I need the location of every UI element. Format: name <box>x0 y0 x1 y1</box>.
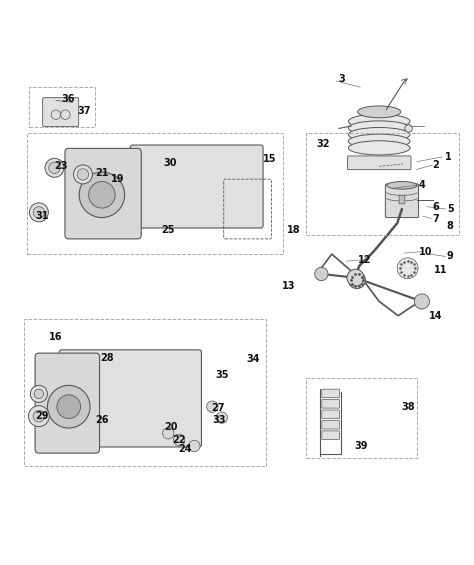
FancyBboxPatch shape <box>65 149 141 239</box>
Text: 22: 22 <box>173 436 186 445</box>
Circle shape <box>79 172 125 218</box>
Circle shape <box>33 410 45 422</box>
Text: 3: 3 <box>338 73 345 84</box>
Text: 13: 13 <box>283 281 296 292</box>
Text: 28: 28 <box>100 353 113 363</box>
Ellipse shape <box>348 114 410 128</box>
Text: 5: 5 <box>447 204 454 214</box>
Ellipse shape <box>348 134 410 149</box>
Text: 31: 31 <box>35 211 48 221</box>
Text: 38: 38 <box>402 402 415 412</box>
Text: 24: 24 <box>178 444 191 454</box>
FancyBboxPatch shape <box>130 145 263 228</box>
FancyBboxPatch shape <box>385 184 419 218</box>
Text: 26: 26 <box>95 415 109 425</box>
Text: 7: 7 <box>433 214 439 224</box>
Text: 29: 29 <box>35 411 48 421</box>
Circle shape <box>28 406 49 427</box>
Circle shape <box>348 272 365 289</box>
FancyBboxPatch shape <box>399 195 405 204</box>
Text: 16: 16 <box>49 332 63 342</box>
Text: 9: 9 <box>447 251 454 262</box>
Circle shape <box>347 270 364 286</box>
Text: 6: 6 <box>433 202 439 212</box>
Text: 37: 37 <box>78 106 91 116</box>
Circle shape <box>45 158 64 177</box>
Circle shape <box>33 207 45 218</box>
Circle shape <box>57 395 81 419</box>
Text: 1: 1 <box>445 152 451 162</box>
Circle shape <box>34 389 44 398</box>
Text: 36: 36 <box>61 94 74 103</box>
FancyBboxPatch shape <box>322 399 339 408</box>
FancyBboxPatch shape <box>322 420 339 429</box>
Circle shape <box>29 203 48 222</box>
Circle shape <box>315 267 328 281</box>
Circle shape <box>49 162 60 173</box>
FancyBboxPatch shape <box>322 410 339 419</box>
Text: 4: 4 <box>419 180 425 190</box>
Text: 27: 27 <box>211 403 225 413</box>
Circle shape <box>405 125 412 132</box>
Circle shape <box>163 428 174 439</box>
FancyBboxPatch shape <box>59 350 201 447</box>
Text: 15: 15 <box>264 154 277 164</box>
Text: 25: 25 <box>162 225 175 236</box>
Text: 21: 21 <box>95 168 109 179</box>
FancyBboxPatch shape <box>322 431 339 440</box>
Ellipse shape <box>348 128 410 142</box>
Text: 34: 34 <box>247 354 260 364</box>
Circle shape <box>207 401 218 412</box>
FancyBboxPatch shape <box>322 389 339 398</box>
Text: 10: 10 <box>419 247 432 257</box>
Text: 18: 18 <box>287 225 301 236</box>
Circle shape <box>216 412 228 423</box>
Ellipse shape <box>358 106 401 118</box>
Ellipse shape <box>387 181 417 189</box>
Ellipse shape <box>348 121 410 135</box>
Text: 11: 11 <box>434 264 447 275</box>
Circle shape <box>77 169 89 180</box>
Text: 35: 35 <box>215 370 228 380</box>
Text: 32: 32 <box>317 138 330 149</box>
Text: 2: 2 <box>433 160 439 170</box>
Text: 30: 30 <box>163 158 176 168</box>
Text: 12: 12 <box>358 255 372 265</box>
Text: 39: 39 <box>355 441 368 451</box>
FancyBboxPatch shape <box>347 156 411 170</box>
Circle shape <box>397 258 418 279</box>
Text: 8: 8 <box>446 220 453 231</box>
Ellipse shape <box>348 141 410 155</box>
Text: 14: 14 <box>429 311 443 321</box>
FancyBboxPatch shape <box>35 353 100 453</box>
Circle shape <box>89 181 115 208</box>
Circle shape <box>173 434 185 446</box>
Circle shape <box>47 385 90 428</box>
Circle shape <box>414 294 429 309</box>
FancyBboxPatch shape <box>43 98 79 127</box>
Circle shape <box>189 440 200 452</box>
Circle shape <box>73 165 92 184</box>
Text: 19: 19 <box>111 174 124 184</box>
Text: 23: 23 <box>54 162 67 171</box>
Text: 33: 33 <box>212 415 226 425</box>
Text: 20: 20 <box>164 422 177 432</box>
Circle shape <box>30 385 47 402</box>
